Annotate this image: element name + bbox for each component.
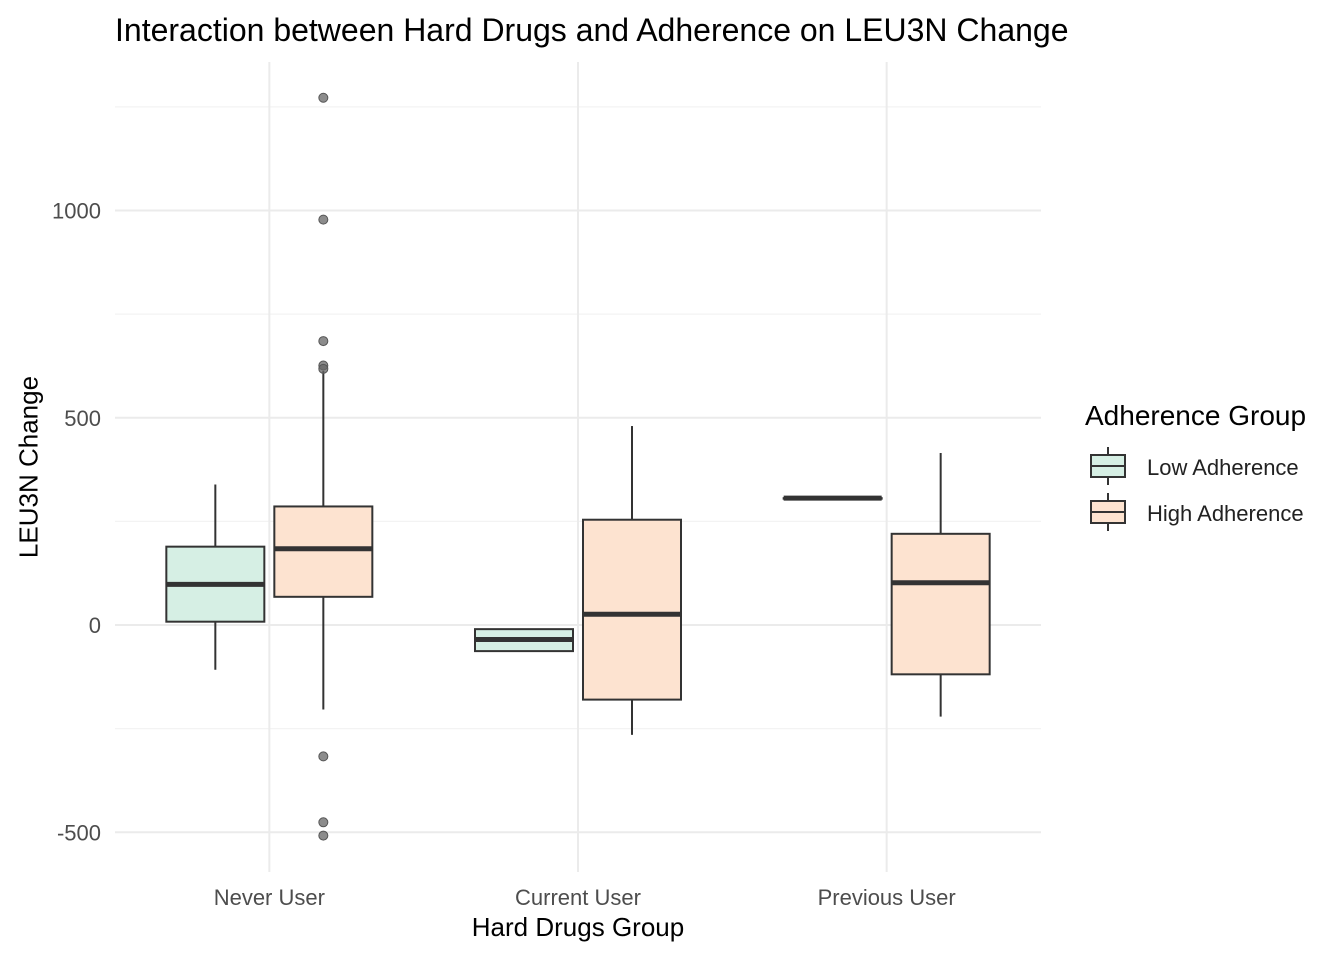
box-rect xyxy=(890,532,991,676)
outlier-point xyxy=(318,817,329,828)
legend-keys xyxy=(1090,447,1126,531)
box-rect xyxy=(582,518,682,701)
y-tick-label: 1000 xyxy=(52,199,101,224)
major-gridlines xyxy=(115,62,1041,872)
x-tick-label: Current User xyxy=(515,885,641,910)
box-layer xyxy=(165,92,991,841)
x-tick-label: Never User xyxy=(214,885,325,910)
x-axis-label: Hard Drugs Group xyxy=(471,912,685,942)
box-high-adherence-previous-user xyxy=(890,452,991,717)
outlier-point xyxy=(318,830,329,841)
y-tick-labels: -500 0 500 1000 xyxy=(52,199,101,846)
legend-title: Adherence Group xyxy=(1085,400,1307,431)
outlier-point xyxy=(318,214,329,225)
y-tick-label: 500 xyxy=(64,406,101,431)
chart-title: Interaction between Hard Drugs and Adher… xyxy=(115,12,1069,48)
y-tick-label: -500 xyxy=(57,820,101,845)
box-low-adherence-current-user xyxy=(474,628,574,653)
outlier-point xyxy=(318,363,329,374)
box-low-adherence-never-user xyxy=(165,484,266,670)
box-low-adherence-previous-user xyxy=(782,495,883,501)
x-tick-label: Previous User xyxy=(818,885,956,910)
box-high-adherence-current-user xyxy=(582,426,682,735)
outlier-point xyxy=(318,92,329,103)
legend-label-low-adherence: Low Adherence xyxy=(1147,455,1299,480)
x-tick-labels: Never User Current User Previous User xyxy=(214,885,956,910)
legend-key-high-adherence xyxy=(1090,493,1126,531)
y-tick-label: 0 xyxy=(89,613,101,638)
box-high-adherence-never-user xyxy=(273,92,374,841)
legend-label-high-adherence: High Adherence xyxy=(1147,501,1304,526)
box-rect xyxy=(273,505,374,598)
y-axis-label: LEU3N Change xyxy=(13,375,44,559)
outlier-point xyxy=(318,751,329,762)
legend-key-low-adherence xyxy=(1090,447,1126,485)
outlier-point xyxy=(318,336,329,347)
